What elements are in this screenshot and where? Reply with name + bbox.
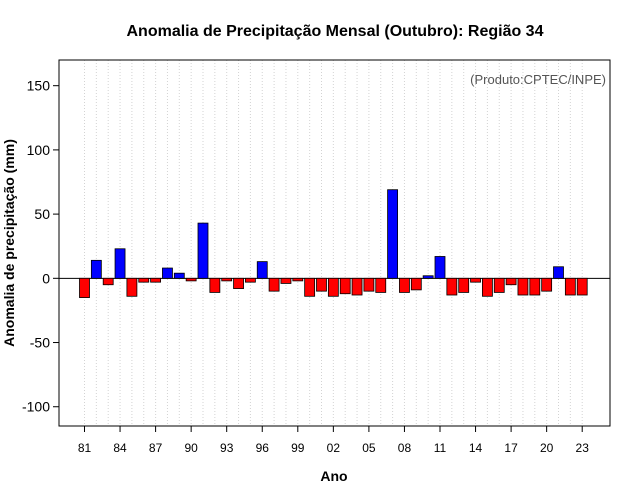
plot-frame bbox=[58, 59, 611, 427]
bar-2001 bbox=[316, 277, 327, 292]
bar-1983 bbox=[102, 277, 114, 286]
bar-1993 bbox=[221, 277, 233, 282]
x-tick-label: 87 bbox=[149, 441, 163, 455]
bar-1984 bbox=[114, 248, 126, 279]
bar-1994 bbox=[233, 277, 244, 289]
bar-1999 bbox=[292, 277, 304, 282]
bar-2011 bbox=[434, 256, 446, 279]
bar-2005 bbox=[363, 277, 375, 292]
bar-1995 bbox=[244, 277, 256, 283]
x-tick-label: 23 bbox=[576, 441, 590, 455]
bar-2016 bbox=[493, 277, 505, 293]
bar-1991 bbox=[197, 222, 209, 279]
x-tick-label: 14 bbox=[469, 441, 483, 455]
x-tick-label: 84 bbox=[113, 441, 127, 455]
x-axis-label: Ano bbox=[320, 468, 347, 484]
bar-1996 bbox=[256, 261, 268, 279]
x-tick-label: 81 bbox=[78, 441, 92, 455]
y-tick-label: 50 bbox=[34, 206, 50, 222]
x-tick-label: 11 bbox=[434, 441, 447, 455]
bar-2012 bbox=[446, 277, 458, 296]
product-credit: (Produto:CPTEC/INPE) bbox=[470, 72, 606, 87]
bar-1990 bbox=[185, 277, 197, 282]
x-tick-label: 05 bbox=[362, 441, 376, 455]
bar-1987 bbox=[150, 277, 162, 283]
bar-2002 bbox=[327, 277, 339, 297]
x-tick-label: 96 bbox=[256, 441, 270, 455]
bar-2014 bbox=[470, 277, 481, 283]
bar-2009 bbox=[410, 277, 422, 291]
bar-2010 bbox=[422, 275, 434, 279]
x-tick-label: 17 bbox=[504, 441, 518, 455]
bar-1986 bbox=[138, 277, 150, 283]
bar-2006 bbox=[375, 277, 387, 293]
bar-2007 bbox=[387, 189, 399, 279]
y-tick-label: -50 bbox=[30, 335, 50, 351]
bar-1981 bbox=[79, 277, 90, 298]
x-tick-label: 02 bbox=[327, 441, 341, 455]
vertical-gridlines bbox=[84, 60, 583, 426]
bar-2022 bbox=[564, 277, 576, 296]
x-tick-label: 99 bbox=[291, 441, 305, 455]
bar-2013 bbox=[458, 277, 470, 293]
bar-2023 bbox=[576, 277, 588, 296]
bar-1982 bbox=[90, 259, 102, 279]
y-axis: -100 -50 0 50 100 150 bbox=[22, 78, 59, 415]
x-tick-label: 20 bbox=[540, 441, 554, 455]
y-tick-label: 100 bbox=[27, 142, 51, 158]
bar-1985 bbox=[126, 277, 138, 297]
bar-2003 bbox=[339, 277, 351, 295]
bar-1992 bbox=[209, 277, 221, 293]
bar-1988 bbox=[162, 267, 173, 279]
x-tick-label: 08 bbox=[398, 441, 412, 455]
y-tick-label: 150 bbox=[27, 78, 51, 94]
bar-1989 bbox=[173, 272, 185, 279]
bar-2017 bbox=[505, 277, 517, 286]
bar-1998 bbox=[280, 277, 292, 284]
y-axis-label: Anomalia de precipitação (mm) bbox=[1, 139, 17, 347]
x-axis: 81 84 87 90 93 96 99 02 05 08 11 14 17 20 23 bbox=[78, 426, 589, 455]
bar-2004 bbox=[351, 277, 363, 296]
bar-2021 bbox=[553, 266, 564, 279]
bar-2018 bbox=[517, 277, 529, 296]
bars-group bbox=[79, 189, 588, 298]
bar-2000 bbox=[304, 277, 316, 297]
bar-2020 bbox=[541, 277, 553, 292]
bar-2019 bbox=[529, 277, 541, 296]
y-tick-label: -100 bbox=[22, 399, 50, 415]
bar-1997 bbox=[268, 277, 280, 292]
x-tick-label: 90 bbox=[184, 441, 198, 455]
bar-2008 bbox=[399, 277, 410, 293]
bar-2015 bbox=[481, 277, 493, 297]
chart-title: Anomalia de Precipitação Mensal (Outubro… bbox=[127, 23, 544, 40]
y-tick-label: 0 bbox=[42, 270, 50, 286]
x-tick-label: 93 bbox=[220, 441, 234, 455]
